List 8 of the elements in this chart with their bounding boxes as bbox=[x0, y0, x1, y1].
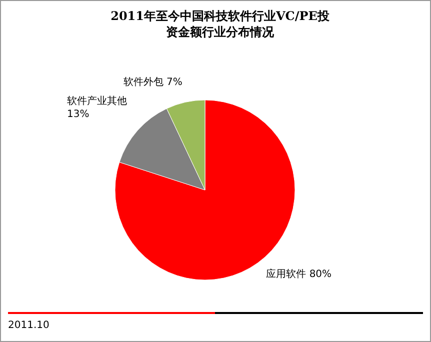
chart-title: 2011年至今中国科技软件行业VC/PE投资金额行业分布情况 bbox=[110, 8, 330, 40]
data-label: 80% bbox=[309, 268, 332, 280]
slice-label: 软件产业其他 bbox=[66, 96, 127, 108]
slice-label: 软件外包 bbox=[123, 76, 164, 88]
slice-label: 应用软件 bbox=[266, 268, 306, 280]
data-label: 13% bbox=[66, 109, 90, 120]
data-label: 7% bbox=[166, 76, 182, 88]
text: 2011.10 bbox=[8, 320, 50, 331]
